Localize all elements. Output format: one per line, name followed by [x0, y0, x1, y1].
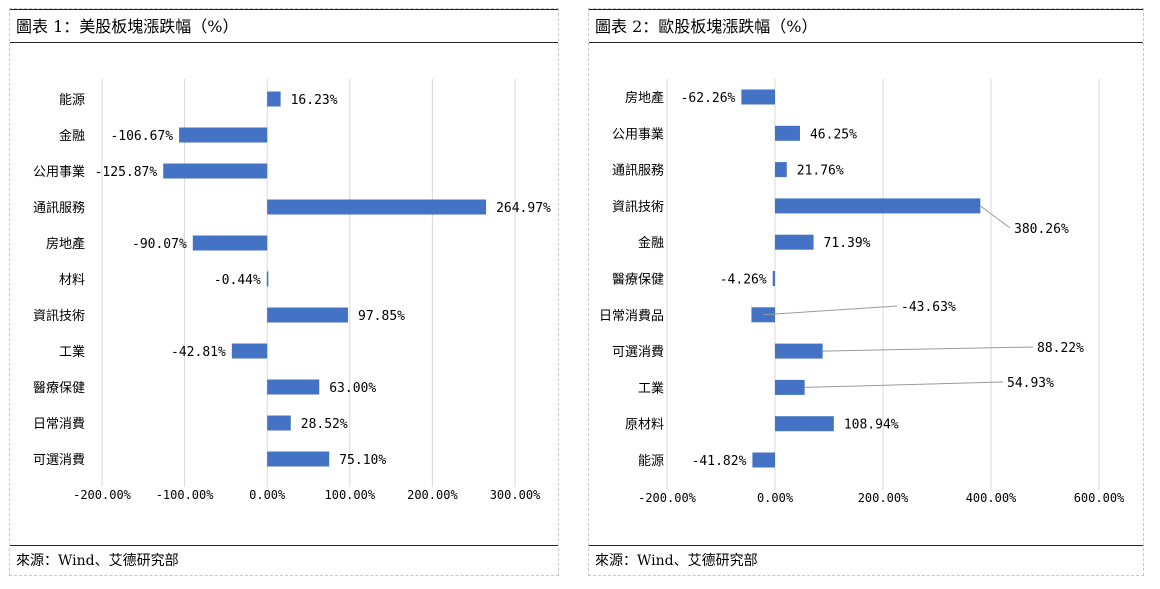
chart-title: 圖表 1：美股板塊漲跌幅（%） — [10, 9, 558, 43]
category-label: 資訊技術 — [33, 309, 85, 324]
data-label: 264.97% — [496, 201, 551, 216]
category-label: 日常消費品 — [599, 309, 664, 324]
x-tick-label: -200.00% — [73, 488, 132, 502]
data-label: -125.87% — [95, 165, 158, 180]
data-label: -42.81% — [171, 345, 226, 360]
x-tick-label: -100.00% — [156, 488, 215, 502]
data-label: 88.22% — [1037, 341, 1084, 356]
bar — [267, 199, 487, 215]
data-label: -41.82% — [692, 454, 747, 469]
data-label: -0.44% — [214, 273, 261, 288]
category-label: 日常消費 — [33, 417, 85, 432]
data-label: 16.23% — [291, 93, 338, 108]
x-tick-label: 200.00% — [407, 488, 458, 502]
category-label: 能源 — [59, 93, 85, 108]
category-label: 金融 — [59, 128, 85, 144]
data-label: 63.00% — [329, 381, 376, 396]
bar — [192, 235, 268, 251]
category-label: 醫療保健 — [612, 273, 664, 288]
bar — [775, 162, 787, 178]
bar — [266, 271, 269, 287]
bar — [267, 307, 349, 323]
category-label: 房地產 — [46, 236, 85, 252]
category-label: 房地產 — [625, 90, 664, 106]
chart-title: 圖表 2：歐股板塊漲跌幅（%） — [589, 9, 1143, 43]
x-tick-label: 100.00% — [325, 488, 376, 502]
chart-panel-eu-sectors: 圖表 2：歐股板塊漲跌幅（%） -200.00% 0.00% 200.00% 400.… — [588, 8, 1144, 576]
chart-source: 來源：Wind、艾德研究部 — [589, 545, 1143, 576]
bar — [163, 163, 268, 179]
bar — [179, 127, 268, 143]
bar — [741, 89, 775, 105]
category-label: 工業 — [59, 344, 85, 360]
category-label: 可選消費 — [33, 453, 85, 468]
x-tick-label: 400.00% — [966, 491, 1017, 505]
x-tick-label: 200.00% — [858, 491, 909, 505]
data-label: -62.26% — [681, 91, 736, 106]
data-label: 108.94% — [844, 418, 899, 433]
category-label: 資訊技術 — [612, 200, 664, 215]
bar — [775, 234, 814, 250]
category-label: 金融 — [638, 235, 664, 251]
category-label: 醫療保健 — [33, 381, 85, 396]
data-label: 28.52% — [301, 417, 348, 432]
category-label: 可選消費 — [612, 345, 664, 360]
bar — [775, 198, 981, 214]
data-label: -90.07% — [132, 237, 187, 252]
bar — [775, 416, 834, 432]
category-label: 能源 — [638, 454, 664, 469]
chart-panel-us-sectors: 圖表 1：美股板塊漲跌幅（%） -200.00% -100.00% 0.00% 100… — [9, 8, 559, 576]
bar — [775, 125, 800, 141]
category-label: 材料 — [59, 273, 85, 288]
category-label: 原材料 — [625, 418, 664, 433]
bar — [775, 379, 805, 395]
leader-line — [822, 346, 1034, 352]
bar — [267, 451, 330, 467]
category-label: 公用事業 — [33, 164, 85, 180]
chart-eu-sector-returns: -200.00% 0.00% 200.00% 400.00% 600.00% 房地產 -62… — [599, 79, 1125, 505]
leader-line — [804, 381, 1004, 388]
bar — [772, 271, 775, 286]
x-tick-label: 0.00% — [249, 488, 286, 502]
bar — [267, 379, 320, 395]
data-label: 380.26% — [1014, 222, 1069, 237]
leader-line — [763, 305, 898, 316]
category-label: 工業 — [638, 380, 664, 396]
leader-line — [980, 205, 1011, 229]
category-label: 通訊服務 — [33, 201, 85, 216]
bar — [267, 91, 281, 107]
bar — [752, 452, 775, 468]
x-tick-label: 600.00% — [1074, 491, 1125, 505]
x-tick-label: -200.00% — [638, 491, 697, 505]
category-label: 通訊服務 — [612, 164, 664, 179]
bar — [775, 343, 823, 359]
data-label: -106.67% — [110, 129, 173, 144]
x-tick-label: 0.00% — [757, 491, 794, 505]
data-label: 46.25% — [810, 127, 857, 142]
data-label: 71.39% — [824, 236, 871, 251]
chart-source: 來源：Wind、艾德研究部 — [10, 545, 558, 576]
data-label: 21.76% — [797, 164, 844, 179]
data-label: 97.85% — [358, 309, 405, 324]
data-label: -43.63% — [901, 300, 956, 315]
chart-us-sector-returns: -200.00% -100.00% 0.00% 100.00% 200.00% 300.0… — [33, 79, 551, 502]
x-tick-label: 300.00% — [490, 488, 541, 502]
data-label: 54.93% — [1007, 376, 1054, 391]
data-label: 75.10% — [339, 453, 386, 468]
bar — [231, 343, 268, 359]
bar — [267, 415, 291, 431]
data-label: -4.26% — [720, 273, 767, 288]
category-label: 公用事業 — [612, 126, 664, 142]
